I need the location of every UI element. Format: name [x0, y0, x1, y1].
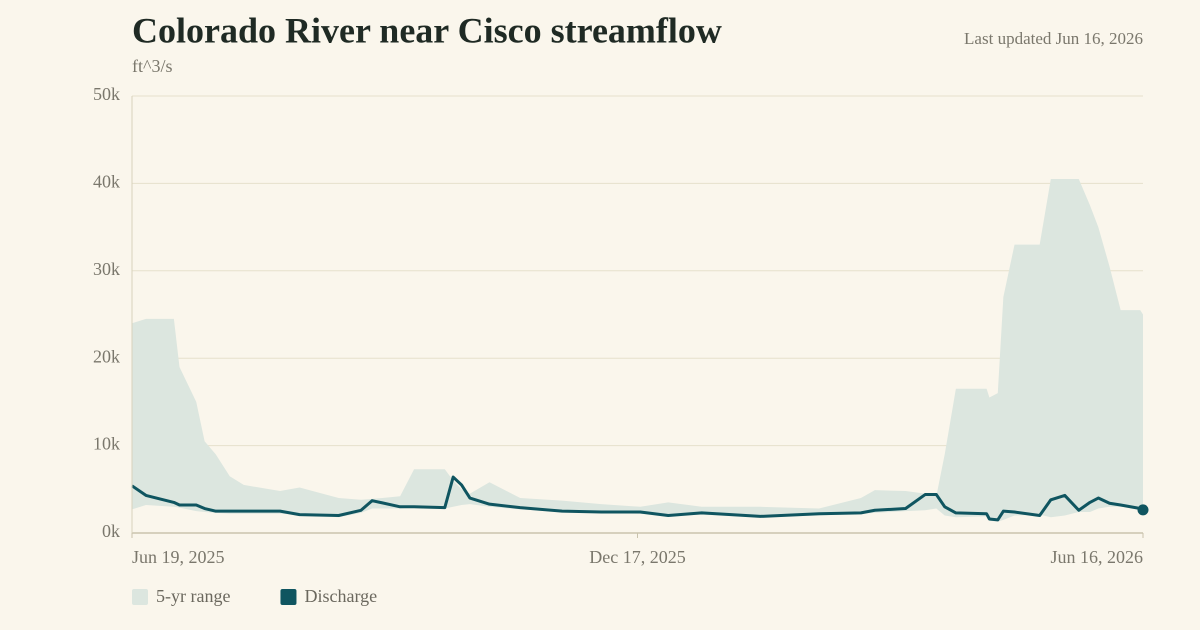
discharge-line	[131, 475, 1144, 522]
chart-title: Colorado River near Cisco streamflow	[132, 10, 722, 50]
subtitle: Last updated Jun 16, 2026	[964, 29, 1143, 48]
legend-swatch	[132, 589, 148, 605]
y-tick-label: 10k	[93, 434, 120, 454]
y-tick-label: 40k	[93, 172, 120, 192]
x-tick-label: Dec 17, 2025	[589, 547, 685, 567]
x-tick-label: Jun 16, 2026	[1050, 547, 1143, 567]
y-tick-label: 30k	[93, 259, 120, 279]
legend-label: Discharge	[304, 586, 377, 606]
legend-label: 5-yr range	[156, 586, 230, 606]
y-tick-label: 20k	[93, 346, 120, 366]
y-tick-label: 50k	[93, 84, 120, 104]
y-axis-label: ft^3/s	[132, 56, 172, 76]
range-band	[132, 179, 1143, 522]
x-tick-label: Jun 19, 2025	[132, 547, 225, 567]
y-tick-label: 0k	[102, 521, 120, 541]
last-point	[1137, 504, 1149, 516]
legend-swatch	[280, 589, 297, 605]
